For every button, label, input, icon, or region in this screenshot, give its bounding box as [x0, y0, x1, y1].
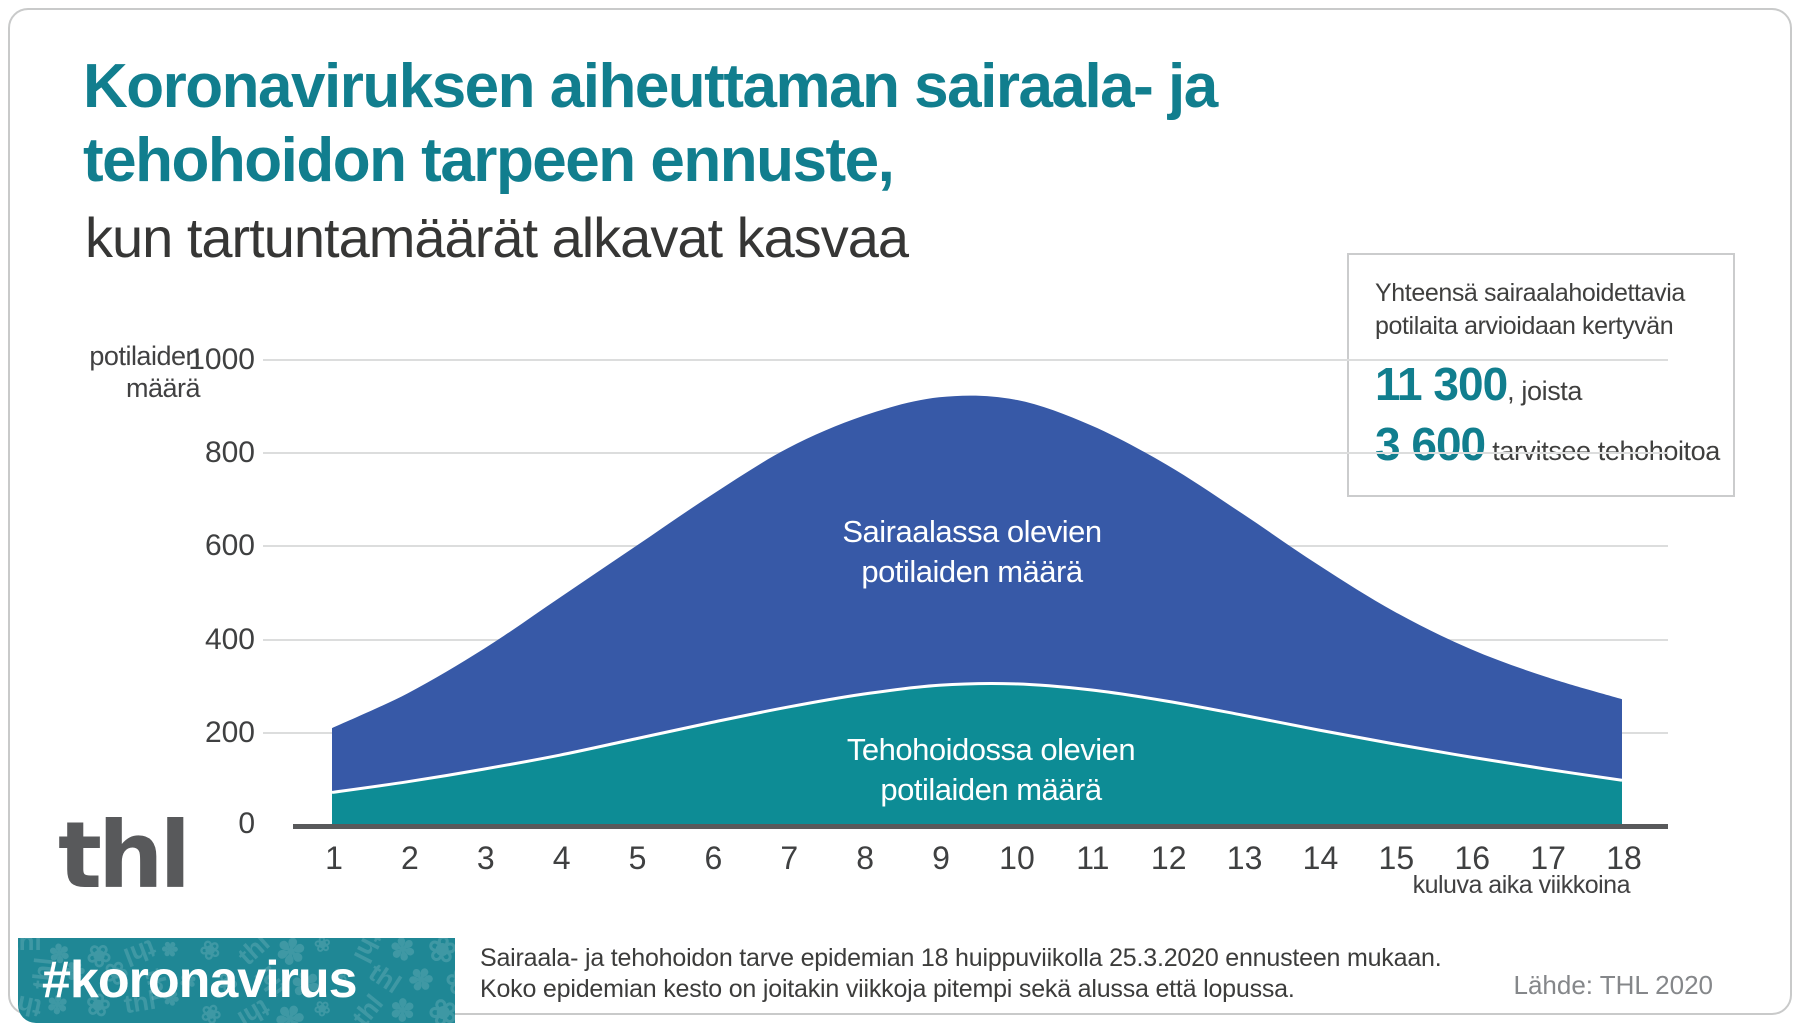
- summary-info-box: Yhteensä sairaalahoidettavia potilaita a…: [1347, 253, 1735, 497]
- title-line1: Koronaviruksen aiheuttaman sairaala- ja: [83, 52, 1218, 121]
- x-tick-17: 17: [1530, 840, 1566, 876]
- x-tick-8: 8: [856, 840, 875, 876]
- y-tick-200: 200: [204, 715, 255, 749]
- pattern-glyph: ❀: [418, 989, 455, 1023]
- icu-area-label: Tehohoidossa olevien potilaiden määrä: [781, 730, 1201, 810]
- x-tick-16: 16: [1454, 840, 1491, 876]
- stat-icu-value: 3 600: [1375, 418, 1486, 470]
- y-axis-label: potilaiden määrä: [50, 340, 200, 404]
- stat-total-value: 11 300: [1375, 358, 1508, 410]
- info-intro-line2: potilaita arvioidaan kertyvän: [1375, 312, 1674, 340]
- stat-total-suffix: , joista: [1507, 376, 1583, 406]
- x-tick-12: 12: [1150, 840, 1187, 876]
- info-intro-line1: Yhteensä sairaalahoidettavia: [1375, 279, 1685, 307]
- pattern-glyph: thl: [18, 938, 42, 956]
- area-chart: [332, 395, 1622, 826]
- x-tick-9: 9: [932, 840, 950, 876]
- area-series-1: [332, 683, 1622, 826]
- hashtag-banner: thl✽❀thl✽❀thl✽❀thl✽❀thl✽❀thl✽❀thl✽❀thl✽❀…: [18, 938, 455, 1023]
- footer-line1: Sairaala- ja tehohoidon tarve epidemian …: [480, 944, 1442, 972]
- thl-pattern: thl✽❀thl✽❀thl✽❀thl✽❀thl✽❀thl✽❀thl✽❀thl✽❀…: [18, 938, 455, 1023]
- pattern-glyph: thl: [18, 988, 45, 1023]
- x-tick-2: 2: [400, 840, 419, 876]
- hashtag-label: #koronavirus: [42, 951, 358, 1009]
- stat-icu: 3 600 tarvitsee tehohoitoa: [1375, 417, 1720, 471]
- gridline-1000: [263, 359, 1668, 361]
- icu-area-label-line2: potilaiden määrä: [880, 772, 1102, 807]
- x-tick-15: 15: [1378, 840, 1415, 876]
- y-axis-label-line2: määrä: [125, 373, 201, 403]
- x-axis-line: [293, 824, 1668, 829]
- y-tick-800: 800: [204, 436, 255, 470]
- x-tick-13: 13: [1226, 840, 1263, 876]
- page-title: Koronaviruksen aiheuttaman sairaala- ja …: [83, 50, 1218, 198]
- area-series-0: [332, 395, 1622, 826]
- x-tick-1: 1: [325, 840, 343, 876]
- title-line2: tehohoidon tarpeen ennuste,: [83, 126, 895, 195]
- x-tick-4: 4: [552, 840, 571, 876]
- pattern-glyph: ✽: [402, 965, 437, 994]
- x-tick-14: 14: [1302, 840, 1339, 876]
- footer-note: Sairaala- ja tehohoidon tarve epidemian …: [480, 943, 1442, 1005]
- x-tick-7: 7: [780, 840, 799, 876]
- y-tick-0: 0: [238, 807, 255, 840]
- card: Koronaviruksen aiheuttaman sairaala- ja …: [8, 8, 1792, 1023]
- thl-logo: thl: [58, 802, 191, 909]
- y-tick-1000: 1000: [188, 343, 255, 376]
- x-tick-11: 11: [1076, 840, 1110, 876]
- source-credit: Lähde: THL 2020: [1513, 970, 1714, 1000]
- info-intro: Yhteensä sairaalahoidettavia potilaita a…: [1375, 277, 1707, 343]
- y-axis-label-line1: potilaiden: [89, 341, 200, 371]
- hospital-area-label: Sairaalassa olevien potilaiden määrä: [762, 512, 1182, 592]
- x-tick-10: 10: [999, 840, 1035, 876]
- hospital-area-label-line1: Sairaalassa olevien: [842, 514, 1102, 549]
- x-tick-18: 18: [1606, 840, 1642, 876]
- area-boundary-line: [332, 682, 1622, 794]
- stat-total-hospital: 11 300, joista: [1375, 357, 1707, 411]
- pattern-glyph: ✽: [389, 994, 416, 1023]
- page-subtitle: kun tartuntamäärät alkavat kasvaa: [85, 206, 909, 269]
- pattern-glyph: ✽: [387, 938, 418, 966]
- y-tick-400: 400: [204, 622, 255, 656]
- x-tick-3: 3: [476, 840, 495, 876]
- x-tick-5: 5: [628, 840, 647, 876]
- y-tick-600: 600: [204, 529, 255, 563]
- x-axis-label: kuluva aika viikkoina: [1412, 871, 1631, 899]
- footer-line2: Koko epidemian kesto on joitakin viikkoj…: [480, 975, 1295, 1003]
- hospital-area-label-line2: potilaiden määrä: [861, 554, 1083, 589]
- x-tick-6: 6: [704, 840, 723, 876]
- stat-icu-suffix: tarvitsee tehohoitoa: [1485, 436, 1720, 466]
- icu-area-label-line1: Tehohoidossa olevien: [846, 732, 1136, 767]
